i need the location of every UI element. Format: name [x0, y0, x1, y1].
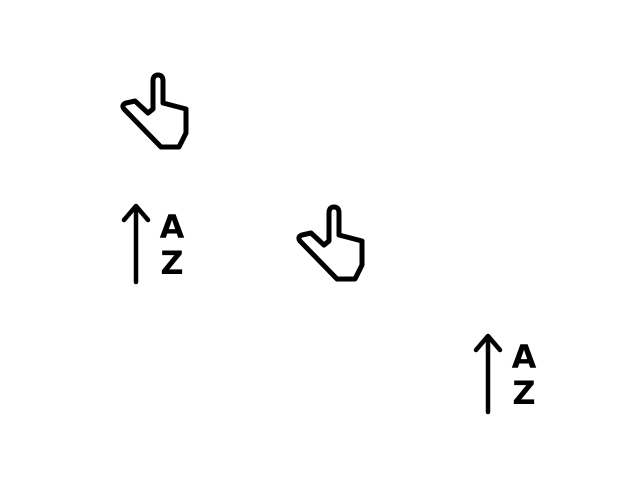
sort-letter-a: A [160, 208, 185, 246]
sort-letter-a: A [512, 338, 537, 376]
pointing-hand-icon [120, 72, 192, 153]
pointing-hand-icon [296, 204, 368, 285]
sort-letter-z: Z [160, 244, 183, 282]
up-arrow-icon [121, 203, 151, 285]
sort-ascending-icon[interactable]: A Z [470, 332, 542, 416]
sort-letter-z: Z [512, 374, 535, 412]
sort-ascending-icon[interactable]: A Z [118, 202, 190, 286]
up-arrow-icon [473, 333, 503, 415]
